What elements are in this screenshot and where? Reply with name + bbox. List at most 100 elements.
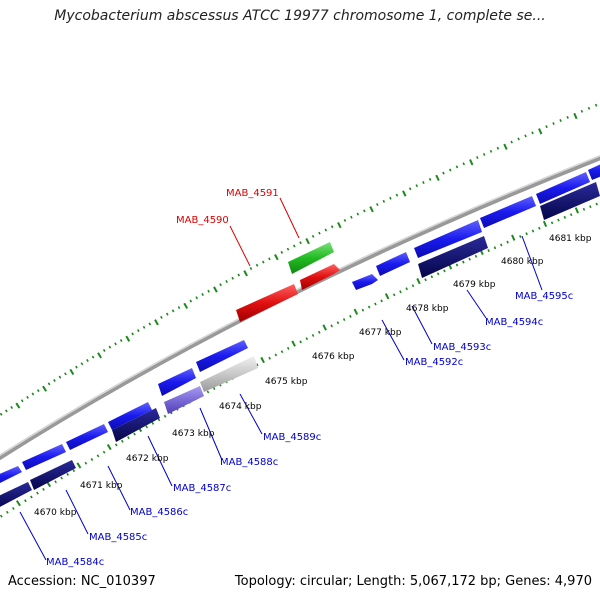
gene-label-mab-4584c[interactable]: MAB_4584c [46, 557, 104, 568]
tick-mark [436, 272, 440, 276]
tick-mark [30, 495, 33, 499]
gene-feature[interactable] [66, 424, 108, 450]
tick-mark [97, 352, 102, 359]
tick-mark [468, 257, 471, 261]
gene-feature[interactable] [164, 386, 204, 414]
tick-mark [519, 235, 522, 238]
tick-mark [206, 390, 210, 394]
tick-mark [10, 405, 13, 409]
tick-mark [86, 358, 89, 362]
tick-mark [280, 250, 284, 254]
tick-mark [510, 140, 513, 144]
tick-mark [90, 458, 94, 461]
gene-feature[interactable] [0, 466, 22, 486]
gene-feature[interactable] [352, 274, 378, 290]
tick-mark [207, 289, 210, 293]
tick-mark [201, 293, 204, 296]
reverse-gene-track [0, 182, 600, 510]
tick-mark [405, 287, 408, 291]
gene-feature-mab-4590[interactable] [236, 284, 298, 322]
gene-feature[interactable] [0, 482, 32, 510]
tick-mark [125, 335, 131, 342]
gene-label-mab-4585c[interactable]: MAB_4585c [89, 532, 147, 543]
tick-mark [511, 234, 516, 241]
tick-mark [212, 387, 216, 390]
gene-feature[interactable] [588, 160, 600, 180]
tick-mark [280, 350, 284, 354]
gene-label-mab-4594c[interactable]: MAB_4594c [485, 317, 543, 328]
gene-feature[interactable] [158, 368, 196, 396]
gene-label-mab-4593c[interactable]: MAB_4593c [433, 342, 491, 353]
tick-mark [557, 218, 560, 222]
gene-feature[interactable] [376, 252, 410, 276]
tick-mark [255, 263, 259, 267]
gene-label-mab-4595c[interactable]: MAB_4595c [515, 291, 573, 302]
tick-mark [503, 143, 508, 150]
tick-mark [455, 263, 459, 267]
gene-label-mab-4592c[interactable]: MAB_4592c [405, 357, 463, 368]
tick-mark [286, 346, 290, 350]
tick-mark [552, 122, 555, 126]
gene-label-mab-4588c[interactable]: MAB_4588c [220, 457, 278, 468]
gene-feature[interactable] [540, 182, 600, 220]
gene-feature[interactable] [480, 196, 536, 228]
gene-feature[interactable] [108, 402, 152, 430]
tick-mark [213, 286, 218, 293]
gene-feature[interactable] [200, 356, 258, 392]
tick-mark [243, 270, 248, 277]
tick-mark [330, 324, 333, 328]
tick-mark [268, 356, 271, 360]
map-title: Mycobacterium abscessus ATCC 19977 chrom… [54, 8, 546, 24]
gene-feature[interactable] [30, 460, 76, 490]
tick-mark [361, 308, 365, 312]
tick-mark [160, 315, 163, 319]
tick-mark [487, 249, 490, 253]
tick-mark [442, 171, 445, 175]
tick-mark [422, 181, 425, 184]
tick-mark [311, 333, 315, 337]
tick-mark [349, 314, 352, 318]
gene-feature[interactable] [536, 172, 590, 204]
gene-feature[interactable] [414, 220, 482, 258]
gene-feature-mab-4591[interactable] [288, 242, 334, 274]
tick-mark [42, 385, 48, 392]
tick-mark [415, 184, 419, 188]
tick-mark [142, 325, 146, 329]
gene-feature[interactable] [112, 408, 160, 442]
gene-label-mab-4590[interactable]: MAB_4590 [176, 215, 229, 226]
tick-mark [255, 363, 259, 367]
tick-mark [5, 409, 8, 413]
tick-mark [96, 454, 100, 458]
gene-feature[interactable] [418, 236, 488, 278]
gene-label-mab-4587c[interactable]: MAB_4587c [173, 483, 231, 494]
tick-mark [582, 207, 586, 211]
gene-label-mab-4591[interactable]: MAB_4591 [226, 188, 279, 199]
tick-mark [384, 293, 390, 300]
tick-mark [408, 187, 412, 191]
tick-mark [80, 362, 84, 366]
label-leader-lines [19, 197, 543, 561]
gene-label-mab-4586c[interactable]: MAB_4586c [130, 507, 188, 518]
tick-mark [435, 174, 440, 181]
tick-mark [443, 269, 446, 273]
tick-mark [154, 319, 159, 326]
tick-mark [462, 162, 465, 166]
tick-mark [54, 480, 57, 484]
tick-mark [119, 339, 123, 342]
tick-mark [225, 279, 228, 283]
tick-mark [75, 365, 78, 369]
tick-mark [114, 342, 117, 346]
tick-mark [31, 392, 35, 396]
gene-feature[interactable] [196, 340, 248, 372]
tick-mark [177, 306, 181, 310]
tick-mark [69, 368, 75, 376]
tick-mark [72, 469, 76, 473]
tick-mark [500, 243, 503, 247]
tick-mark [531, 131, 534, 135]
gene-feature[interactable] [22, 444, 66, 470]
gene-label-mab-4589c[interactable]: MAB_4589c [263, 432, 321, 443]
gene-feature[interactable] [300, 264, 340, 290]
position-labels: 4670 kbp 4671 kbp 4672 kbp 4673 kbp 4674… [34, 234, 592, 518]
tick-mark [542, 220, 548, 228]
